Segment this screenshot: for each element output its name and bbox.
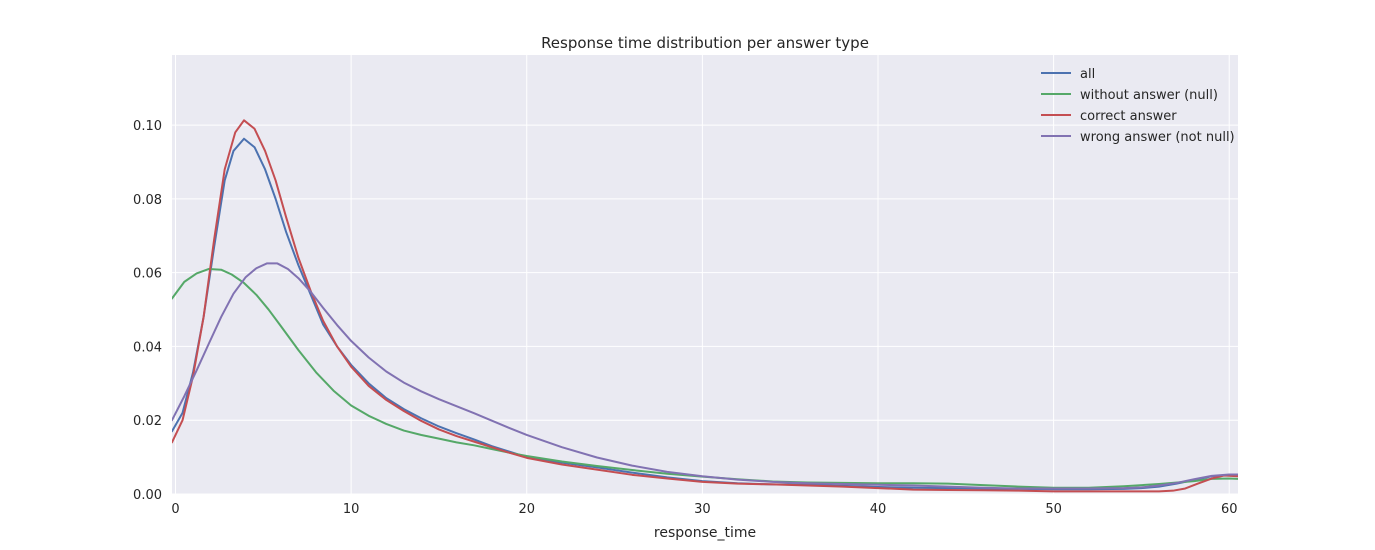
series-layer: [172, 119, 1238, 493]
series-line-wrong-answer-not-null: [172, 262, 1238, 490]
y-tick-labels: 0.00 0.02 0.04 0.06 0.08 0.10: [133, 119, 162, 503]
legend-item: without answer (null): [1041, 88, 1218, 103]
x-tick-label: 50: [1045, 502, 1062, 517]
x-tick-label: 60: [1221, 502, 1238, 517]
x-axis-label: response_time: [654, 525, 756, 541]
y-tick-label: 0.10: [133, 119, 162, 134]
legend-item: correct answer: [1041, 109, 1177, 124]
x-tick-label: 20: [518, 502, 535, 517]
series-line-correct-answer: [172, 119, 1238, 493]
y-tick-label: 0.06: [133, 267, 162, 282]
y-tick-label: 0.08: [133, 193, 162, 208]
y-tick-label: 0.00: [133, 488, 162, 503]
x-tick-label: 10: [343, 502, 360, 517]
plot-area: [172, 55, 1238, 494]
legend-item: wrong answer (not null): [1041, 130, 1235, 145]
legend-item: all: [1041, 67, 1095, 82]
legend-label: correct answer: [1080, 109, 1177, 124]
x-tick-label: 40: [870, 502, 887, 517]
x-gridlines: [175, 55, 1230, 494]
legend-label: wrong answer (not null): [1080, 130, 1235, 145]
y-gridlines: [172, 124, 1238, 495]
legend: all without answer (null) correct answer wr…: [1041, 67, 1235, 145]
x-tick-label: 30: [694, 502, 711, 517]
x-tick-label: 0: [171, 502, 179, 517]
y-tick-label: 0.04: [133, 340, 162, 355]
chart-title: Response time distribution per answer ty…: [541, 34, 869, 52]
y-tick-label: 0.02: [133, 414, 162, 429]
legend-label: without answer (null): [1080, 88, 1218, 103]
x-tick-labels: 0 10 20 30 40 50 60: [171, 502, 1237, 517]
legend-label: all: [1080, 67, 1095, 82]
